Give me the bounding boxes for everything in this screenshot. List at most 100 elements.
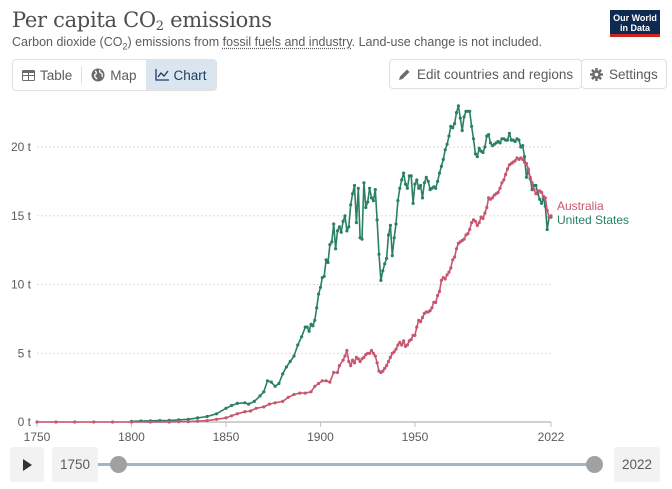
australia-line [37,157,552,423]
australia-point [540,190,544,194]
y-tick-label: 15 t [11,209,32,223]
settings-button[interactable]: Settings [581,59,667,89]
play-button[interactable] [10,447,44,482]
united-states-point [362,181,366,185]
australia-point [445,273,449,277]
united-states-point [413,182,417,186]
united-states-point [330,240,334,244]
tab-map[interactable]: Map [82,60,145,90]
united-states-point [460,128,464,133]
table-icon [22,69,35,81]
united-states-point [524,175,529,179]
united-states-point [507,131,511,135]
australia-point [481,216,485,221]
owid-logo[interactable]: Our World in Data [610,10,660,37]
united-states-point [383,262,387,266]
united-states-point [214,412,219,416]
united-states-point [522,155,527,159]
united-states-point [439,164,443,168]
united-states-point [417,186,421,190]
australia-point [468,227,472,232]
line-chart-icon [154,69,169,81]
united-states-point [339,230,343,234]
australia-point [521,157,525,161]
united-states-point [347,225,351,229]
united-states-point [269,380,273,384]
united-states-point [420,196,425,200]
australia-point [504,172,508,177]
start-year-handle[interactable] [110,456,127,473]
united-states-point [247,402,251,406]
australia-point [386,359,391,364]
united-states-point [409,174,413,178]
australia-point [243,410,247,414]
y-tick-label: 5 t [18,346,32,360]
united-states-point [281,372,285,376]
australia-point [298,391,302,395]
united-states-point [292,354,296,358]
united-states-point [356,186,360,190]
timeline-track[interactable] [98,463,590,466]
x-tick-label: 1850 [213,430,240,444]
australia-point [413,333,417,337]
fossil-fuels-link[interactable]: fossil fuels and industry [222,35,352,49]
australia-point [347,359,351,364]
united-states-point [317,292,321,296]
australia-point [415,325,419,329]
australia-point [303,391,307,395]
australia-point [402,339,406,343]
united-states-point [379,278,383,282]
united-states-point [243,401,247,405]
united-states-point [473,152,477,156]
page-title: Per capita CO2 emissions [12,8,272,34]
tab-table[interactable]: Table [13,60,81,90]
united-states-point [505,138,510,142]
australia-point [111,420,115,424]
australia-point [383,366,387,370]
x-tick-label: 2022 [538,430,565,444]
united-states-point [224,406,228,410]
united-states-point [513,139,517,144]
united-states-point [481,150,485,155]
start-year-label: 1750 [52,447,98,482]
edit-countries-button[interactable]: Edit countries and regions [389,59,583,89]
united-states-point [385,256,389,260]
united-states-point [475,155,479,159]
united-states-point [436,179,440,183]
australia-point [545,208,549,212]
tab-chart[interactable]: Chart [145,60,216,90]
australia-point [453,255,457,259]
united-states-point [377,252,381,256]
united-states-point [307,329,311,333]
australia-point [498,186,502,190]
united-states-point [371,199,375,203]
united-states-point [343,214,347,218]
united-states-point [398,186,402,190]
united-states-point [273,384,277,388]
united-states-point [366,200,370,204]
australia-point [436,293,440,298]
united-states-point [462,115,466,119]
united-states-point [422,181,426,185]
end-year-handle[interactable] [586,456,603,473]
australia-point [447,270,451,274]
united-states-point [296,343,300,347]
australia-point [177,420,181,424]
timeline: 1750 2022 [0,447,672,483]
united-states-point [326,260,330,265]
australia-point [273,401,277,405]
australia-point [451,258,455,262]
australia-point [317,381,321,386]
australia-point [428,309,432,313]
y-tick-label: 0 t [18,415,32,429]
united-states-point [403,182,408,186]
united-states-point [368,186,372,190]
australia-point [462,237,466,241]
australia-point [186,420,190,424]
australia-point [373,354,377,358]
australia-point [532,188,536,192]
united-states-point [284,365,288,369]
end-year-label: 2022 [614,447,660,482]
united-states-point [388,223,392,227]
australia-point [328,380,332,384]
